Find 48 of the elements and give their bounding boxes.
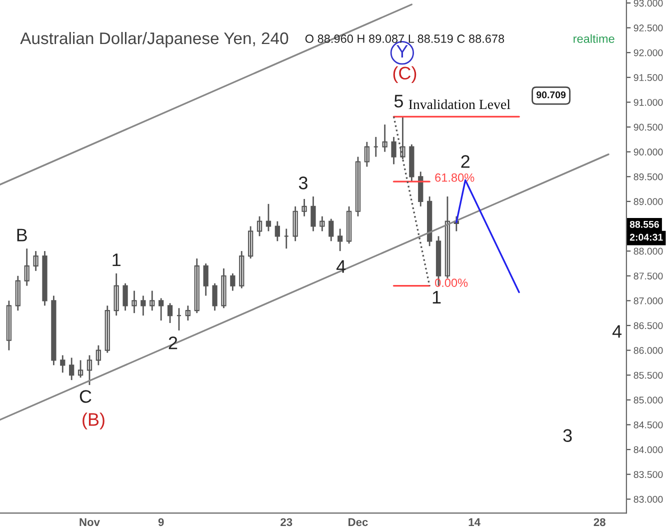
y-tick-label: 92.000 — [634, 49, 663, 56]
x-tick-label: 14 — [468, 518, 480, 526]
annotation: Invalidation Level — [408, 99, 510, 110]
annotation: 3 — [563, 429, 572, 442]
annotation: 1 — [112, 254, 120, 266]
x-tick-label: 28 — [594, 518, 606, 526]
text: 88.556 — [630, 220, 659, 228]
y-tick-label: 90.000 — [634, 148, 663, 156]
text: Australian Dollar/Japanese Yen, 240 — [20, 32, 288, 48]
annotation: 2 — [168, 336, 178, 350]
annotation: 4 — [612, 325, 622, 338]
y-tick-label: 91.500 — [634, 74, 663, 82]
annotation: C — [80, 390, 92, 403]
y-tick-label: 92.500 — [634, 24, 663, 32]
annotation: realtime — [574, 34, 614, 43]
annotation: 90.709 — [536, 91, 566, 98]
x-tick-label: 9 — [158, 518, 164, 526]
y-tick-label: 85.000 — [634, 396, 663, 404]
y-tick-label: 84.000 — [634, 446, 663, 454]
y-tick-label: 86.500 — [634, 322, 663, 330]
annotation: 5 — [394, 94, 403, 108]
annotation: 4 — [336, 260, 346, 273]
y-tick-label: 86.000 — [634, 347, 663, 354]
y-tick-label: 87.000 — [634, 297, 663, 304]
y-tick-label: 93.000 — [634, 0, 663, 7]
y-tick-label: 88.000 — [634, 248, 663, 255]
y-tick-label: 89.000 — [634, 198, 663, 206]
y-tick-label: 87.500 — [634, 272, 663, 280]
annotation: Y — [396, 45, 408, 58]
annotation: (B) — [82, 412, 104, 430]
annotation: 1 — [432, 291, 441, 304]
y-tick-label: 89.500 — [634, 173, 663, 180]
x-tick-label: 23 — [280, 518, 292, 526]
y-tick-label: 91.000 — [634, 98, 663, 106]
text: O 88.960 H 89.087 L 88.519 C 88.678 — [305, 34, 504, 43]
y-tick-label: 85.500 — [634, 372, 663, 379]
annotation: B — [17, 228, 27, 242]
y-tick-label: 90.500 — [634, 124, 663, 131]
annotation: 2 — [461, 155, 470, 168]
y-tick-label: 84.500 — [634, 421, 663, 428]
annotation: (C) — [393, 66, 416, 84]
x-tick-label: Dec — [348, 518, 368, 526]
x-tick-label: Nov — [80, 518, 100, 526]
annotation: 61.80% — [435, 173, 474, 182]
y-tick-label: 83.500 — [634, 471, 663, 478]
text: 2:04:31 — [630, 234, 663, 241]
annotation: 3 — [298, 176, 308, 190]
y-tick-label: 83.000 — [634, 496, 663, 503]
